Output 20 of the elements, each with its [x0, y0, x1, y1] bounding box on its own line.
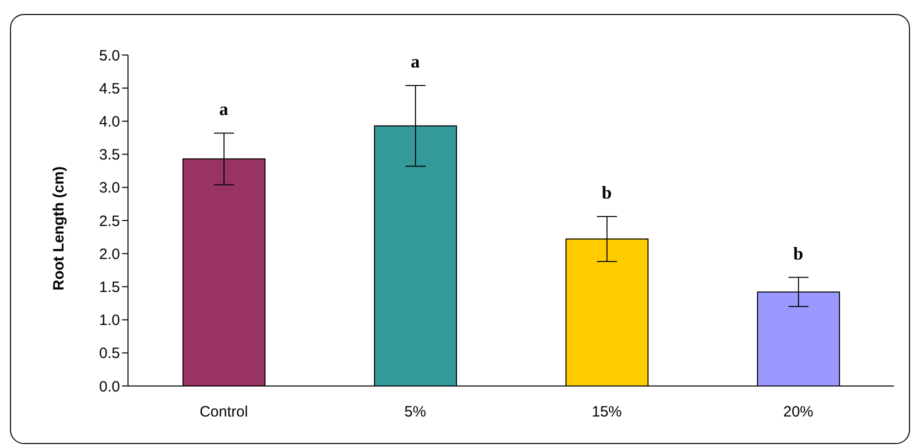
y-tick-label: 4.5 — [99, 80, 120, 98]
y-axis-title: Root Length (cm) — [50, 166, 68, 290]
annotation: a — [219, 99, 228, 120]
y-tick-label: 0.5 — [99, 345, 120, 362]
x-tick-label: Control — [200, 404, 248, 421]
y-tick-label: 4.0 — [99, 114, 120, 131]
y-tick-label: 1.0 — [99, 312, 120, 330]
x-tick-label: 15% — [592, 404, 622, 421]
annotation: b — [793, 243, 804, 264]
annotation: b — [602, 182, 612, 203]
y-tick-label: 2.5 — [99, 212, 120, 230]
y-tick-label: 1.5 — [99, 279, 120, 296]
y-tick-label: 2.0 — [99, 246, 120, 263]
y-tick-label: 5.0 — [99, 47, 120, 64]
y-tick-label: 0.0 — [99, 378, 120, 396]
y-tick-label: 3.5 — [99, 146, 120, 164]
x-tick-label: 20% — [783, 404, 814, 421]
x-tick-label: 5% — [404, 404, 426, 421]
annotation: a — [410, 51, 420, 72]
y-tick-label: 3.0 — [99, 180, 120, 197]
